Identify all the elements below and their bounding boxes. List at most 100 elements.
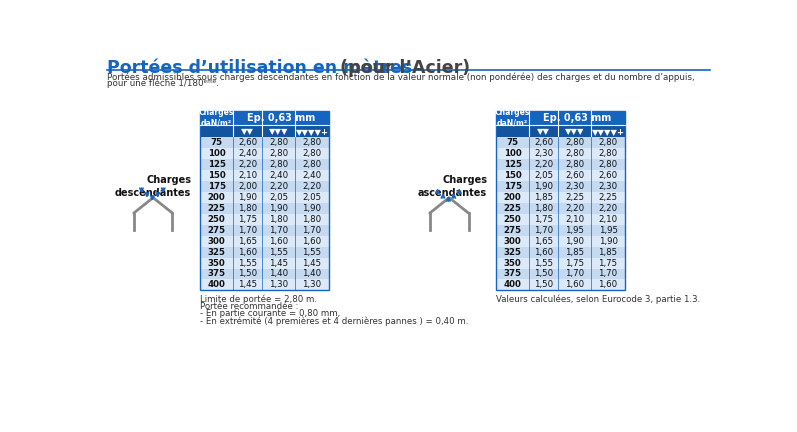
Text: 400: 400 [504, 280, 522, 289]
Text: 2,05: 2,05 [269, 193, 289, 202]
Text: 1,55: 1,55 [269, 248, 289, 257]
Text: 2,40: 2,40 [238, 149, 257, 158]
Text: ▼▼▼▼+: ▼▼▼▼+ [296, 127, 328, 136]
Bar [497, 148, 625, 159]
Text: 1,60: 1,60 [269, 237, 289, 246]
Bar [200, 159, 329, 170]
Text: 2,80: 2,80 [269, 149, 289, 158]
Text: 2,80: 2,80 [599, 138, 618, 147]
Bar [200, 170, 329, 181]
Text: 2,80: 2,80 [302, 138, 321, 147]
Text: 200: 200 [208, 193, 226, 202]
Text: 2,20: 2,20 [269, 182, 289, 191]
Text: 250: 250 [504, 215, 521, 224]
Text: 1,95: 1,95 [565, 226, 584, 235]
Text: 350: 350 [504, 258, 521, 267]
Text: 2,20: 2,20 [565, 204, 584, 213]
Text: 1,80: 1,80 [269, 215, 289, 224]
Text: 325: 325 [504, 248, 522, 257]
Bar [200, 111, 329, 290]
Bar [559, 125, 591, 137]
Bar [200, 257, 329, 269]
Text: 2,80: 2,80 [269, 138, 289, 147]
Bar [497, 159, 625, 170]
Text: 2,10: 2,10 [565, 215, 584, 224]
Text: 1,45: 1,45 [302, 258, 321, 267]
Text: 2,25: 2,25 [565, 193, 584, 202]
Text: 2,20: 2,20 [599, 204, 618, 213]
Text: 2,30: 2,30 [565, 182, 584, 191]
Text: 175: 175 [208, 182, 226, 191]
Text: 1,65: 1,65 [534, 237, 553, 246]
Text: 1,30: 1,30 [269, 280, 289, 289]
Bar [200, 137, 329, 148]
Text: 175: 175 [504, 182, 522, 191]
Bar [200, 247, 329, 257]
Text: 2,05: 2,05 [302, 193, 321, 202]
Text: 2,40: 2,40 [269, 171, 289, 180]
Text: 2,30: 2,30 [599, 182, 618, 191]
Bar [497, 137, 625, 148]
Text: 1,60: 1,60 [238, 248, 257, 257]
Text: 2,05: 2,05 [534, 171, 553, 180]
Bar [497, 111, 529, 125]
Text: 275: 275 [208, 226, 226, 235]
Text: 225: 225 [504, 204, 522, 213]
Text: 1,90: 1,90 [534, 182, 553, 191]
Bar [200, 203, 329, 214]
Text: 75: 75 [507, 138, 519, 147]
Text: 1,60: 1,60 [534, 248, 553, 257]
Text: 1,80: 1,80 [534, 204, 553, 213]
Bar [497, 192, 625, 203]
Text: 2,80: 2,80 [302, 160, 321, 169]
Text: 2,60: 2,60 [599, 171, 618, 180]
Bar [529, 111, 625, 125]
Text: 2,10: 2,10 [238, 171, 257, 180]
Bar [497, 269, 625, 280]
Text: 1,30: 1,30 [302, 280, 321, 289]
Text: 75: 75 [210, 138, 222, 147]
Text: 150: 150 [504, 171, 521, 180]
Bar [497, 111, 625, 290]
Text: 150: 150 [208, 171, 226, 180]
Bar [497, 236, 625, 247]
Text: 300: 300 [208, 237, 226, 246]
Text: 2,80: 2,80 [599, 160, 618, 169]
Text: 1,40: 1,40 [269, 270, 289, 279]
Text: pour une flèche 1/180ᵉᵐᵉ.: pour une flèche 1/180ᵉᵐᵉ. [108, 79, 219, 88]
Text: 1,70: 1,70 [599, 270, 618, 279]
Text: 1,70: 1,70 [238, 226, 257, 235]
Text: 2,10: 2,10 [599, 215, 618, 224]
Text: Portées admissibles sous charges descendantes en fonction de la valeur normale (: Portées admissibles sous charges descend… [108, 73, 695, 82]
Text: Charges
daN/m²: Charges daN/m² [199, 108, 234, 128]
Text: 1,70: 1,70 [565, 270, 584, 279]
Text: 1,70: 1,70 [302, 226, 321, 235]
Text: (pour l’Acier): (pour l’Acier) [335, 59, 470, 77]
Text: 1,40: 1,40 [302, 270, 321, 279]
Text: 250: 250 [208, 215, 226, 224]
Bar [200, 236, 329, 247]
Text: - En partie courante = 0,80 mm,: - En partie courante = 0,80 mm, [200, 309, 340, 318]
Text: Portées d’utilisation en mètres: Portées d’utilisation en mètres [108, 59, 413, 77]
Text: Charges
ascendantes: Charges ascendantes [418, 175, 487, 198]
Text: 2,30: 2,30 [534, 149, 553, 158]
Text: 1,80: 1,80 [238, 204, 257, 213]
Text: 2,80: 2,80 [599, 149, 618, 158]
Text: 1,50: 1,50 [238, 270, 257, 279]
Text: 1,90: 1,90 [269, 204, 289, 213]
Text: 1,85: 1,85 [565, 248, 584, 257]
Text: 2,80: 2,80 [565, 138, 584, 147]
Text: 1,90: 1,90 [303, 204, 321, 213]
Text: 2,80: 2,80 [565, 149, 584, 158]
Text: 2,20: 2,20 [302, 182, 321, 191]
Text: 2,20: 2,20 [238, 160, 257, 169]
Text: Limite de portée = 2,80 m.: Limite de portée = 2,80 m. [200, 294, 317, 304]
Text: 1,55: 1,55 [302, 248, 321, 257]
Bar [200, 148, 329, 159]
Text: Ep. 0,63 mm: Ep. 0,63 mm [247, 113, 315, 123]
Bar [200, 111, 233, 125]
Text: 225: 225 [208, 204, 226, 213]
Text: 2,80: 2,80 [269, 160, 289, 169]
Text: 375: 375 [208, 270, 226, 279]
Bar [200, 214, 329, 225]
